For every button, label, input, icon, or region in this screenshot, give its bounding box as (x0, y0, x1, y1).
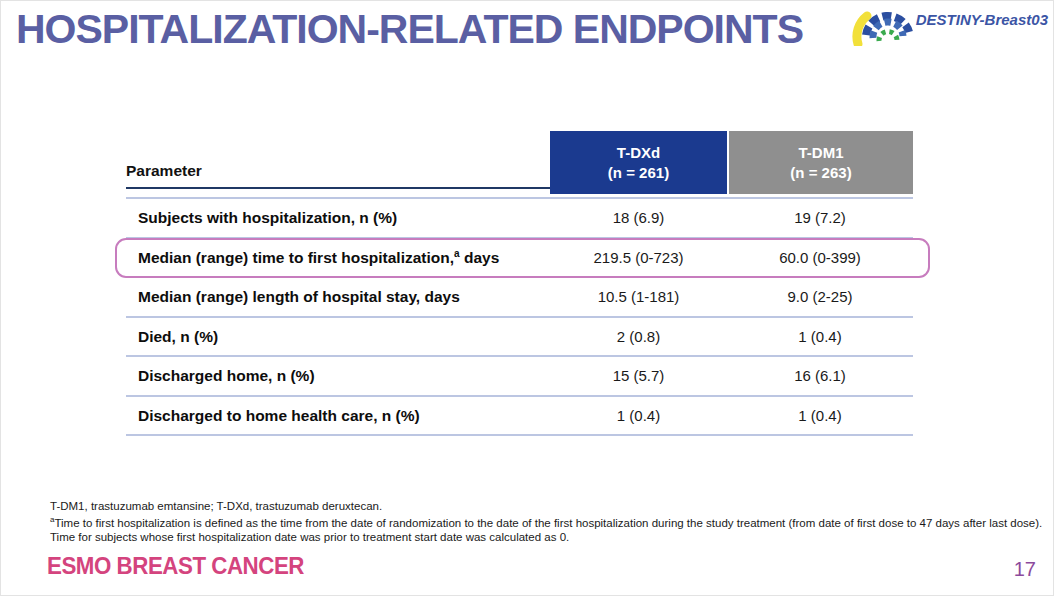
tdxd-label: T-DXd (550, 143, 727, 163)
esmo-breast-cancer-logo: ESMO BREAST CANCER (47, 552, 304, 580)
row-value-tdxd: 18 (6.9) (550, 209, 727, 226)
table-row: Subjects with hospitalization, n (%)18 (… (126, 199, 913, 239)
table-header-row: Parameter T-DXd (n = 261) T-DM1 (n = 263… (126, 131, 913, 194)
tdm1-n: (n = 263) (729, 163, 913, 183)
table-row: Median (range) time to first hospitaliza… (126, 239, 913, 279)
row-value-tdxd: 10.5 (1-181) (550, 288, 727, 305)
row-value-tdm1: 9.0 (2-25) (727, 288, 913, 305)
destiny-fan-icon (850, 4, 914, 46)
tdm1-column-header: T-DM1 (n = 263) (727, 131, 913, 194)
row-parameter-label: Median (range) length of hospital stay, … (126, 287, 550, 306)
table-body: Subjects with hospitalization, n (%)18 (… (126, 197, 913, 436)
row-value-tdm1: 16 (6.1) (727, 367, 913, 384)
row-value-tdxd: 1 (0.4) (550, 407, 727, 424)
slide-title: HOSPITALIZATION-RELATED ENDPOINTS (16, 6, 803, 53)
row-value-tdxd: 2 (0.8) (550, 328, 727, 345)
row-parameter-label: Median (range) time to first hospitaliza… (126, 248, 550, 267)
slide: HOSPITALIZATION-RELATED ENDPOINTS DESTIN… (0, 0, 1054, 596)
row-parameter-label: Discharged home, n (%) (126, 366, 550, 385)
row-value-tdm1: 1 (0.4) (727, 407, 913, 424)
row-value-tdxd: 15 (5.7) (550, 367, 727, 384)
time-definition-note: aTime to first hospitalization is define… (50, 513, 1045, 544)
table-row: Discharged home, n (%)15 (5.7)16 (6.1) (126, 357, 913, 397)
row-value-tdxd: 219.5 (0-723) (550, 249, 727, 266)
row-value-tdm1: 1 (0.4) (727, 328, 913, 345)
endpoints-table: Parameter T-DXd (n = 261) T-DM1 (n = 263… (126, 131, 913, 436)
tdm1-label: T-DM1 (729, 143, 913, 163)
row-parameter-label: Died, n (%) (126, 327, 550, 346)
footnotes: T-DM1, trastuzumab emtansine; T-DXd, tra… (50, 499, 1045, 544)
parameter-column-header: Parameter (126, 131, 550, 189)
table-row: Median (range) length of hospital stay, … (126, 278, 913, 318)
row-value-tdm1: 60.0 (0-399) (727, 249, 913, 266)
row-value-tdm1: 19 (7.2) (727, 209, 913, 226)
row-parameter-label: Subjects with hospitalization, n (%) (126, 208, 550, 227)
abbreviations-note: T-DM1, trastuzumab emtansine; T-DXd, tra… (50, 499, 1045, 513)
tdxd-column-header: T-DXd (n = 261) (550, 131, 727, 194)
tdxd-n: (n = 261) (550, 163, 727, 183)
study-brand: DESTINY-Breast03 (850, 4, 1048, 46)
page-number: 17 (1014, 558, 1036, 581)
study-name-label: DESTINY-Breast03 (916, 11, 1048, 28)
table-row: Discharged to home health care, n (%)1 (… (126, 397, 913, 437)
table-row: Died, n (%)2 (0.8)1 (0.4) (126, 318, 913, 358)
row-parameter-label: Discharged to home health care, n (%) (126, 406, 550, 425)
